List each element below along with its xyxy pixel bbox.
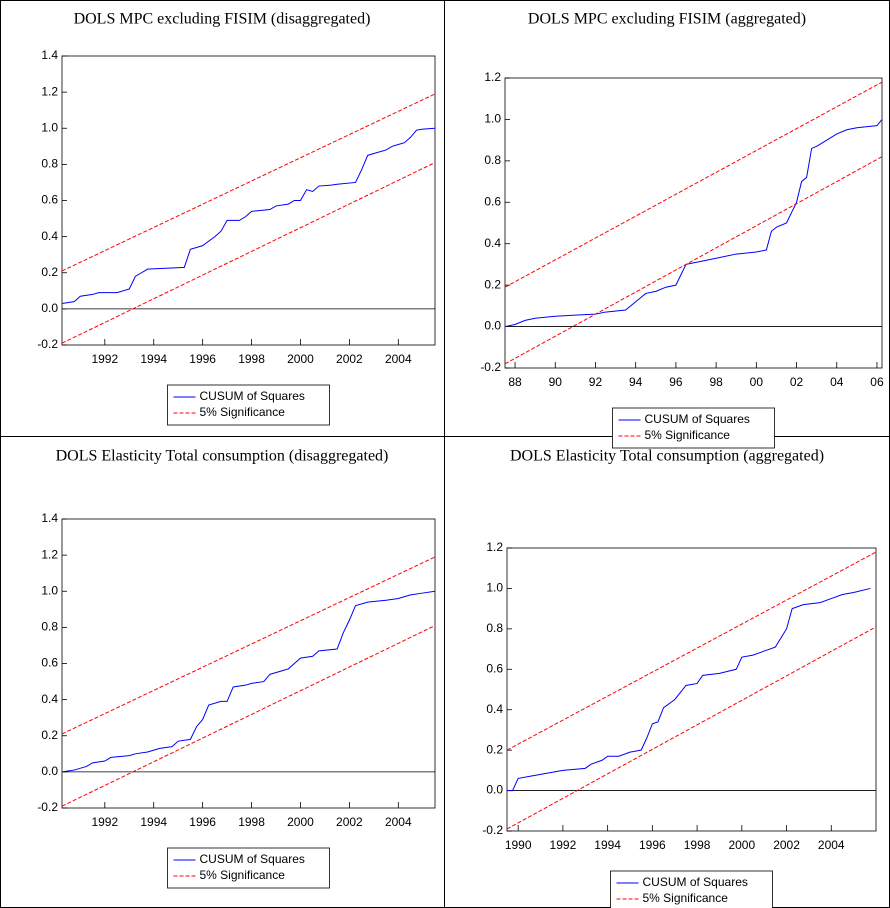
y-tick-label: -0.2 [37, 337, 58, 351]
y-tick-label: 1.0 [41, 120, 58, 134]
x-tick-label: 1994 [140, 352, 167, 366]
y-tick-label: 0.0 [484, 319, 501, 333]
y-tick-label: 0.2 [41, 265, 58, 279]
y-tick-label: 0.6 [41, 193, 58, 207]
y-tick-label: 0.0 [41, 301, 58, 315]
x-tick-label: 2002 [773, 838, 800, 852]
legend-label: 5% Significance [643, 891, 729, 905]
y-tick-label: 0.6 [41, 656, 58, 670]
chart-title: DOLS Elasticity Total consumption (aggre… [510, 448, 824, 465]
legend-label: 5% Significance [200, 868, 286, 882]
y-tick-label: -0.2 [480, 360, 501, 374]
x-tick-label: 06 [870, 375, 884, 389]
x-tick-label: 1992 [91, 352, 118, 366]
legend-box [167, 384, 330, 426]
y-tick-label: 1.4 [41, 48, 58, 62]
plot-frame [61, 55, 436, 346]
x-tick-label: 2000 [287, 352, 314, 366]
series-line [61, 590, 436, 773]
legend-label: CUSUM of Squares [200, 852, 305, 866]
chart-title: DOLS MPC excluding FISIM (aggregated) [528, 11, 806, 28]
legend-box [610, 870, 773, 908]
x-tick-label: 04 [830, 375, 844, 389]
y-tick-label: 1.2 [41, 84, 58, 98]
y-tick-label: -0.2 [37, 800, 58, 814]
y-tick-label: 1.0 [484, 112, 501, 126]
x-tick-label: 1998 [238, 352, 265, 366]
legend-label: CUSUM of Squares [645, 412, 750, 426]
y-tick-label: 0.6 [486, 661, 503, 675]
x-tick-label: 1998 [238, 815, 265, 829]
y-tick-label: 0.2 [41, 728, 58, 742]
x-tick-label: 2004 [818, 838, 845, 852]
y-tick-label: 0.4 [41, 692, 58, 706]
x-tick-label: 1996 [639, 838, 666, 852]
x-tick-label: 2002 [336, 352, 363, 366]
bound-line [504, 81, 883, 288]
y-tick-label: 0.8 [484, 153, 501, 167]
y-tick-label: 0.4 [484, 236, 501, 250]
y-tick-label: -0.2 [482, 823, 503, 837]
legend-box [167, 847, 330, 889]
x-tick-label: 2002 [336, 815, 363, 829]
x-tick-label: 2004 [385, 352, 412, 366]
legend-label: CUSUM of Squares [643, 875, 748, 889]
y-tick-label: 0.8 [486, 621, 503, 635]
bound-line [61, 625, 436, 807]
x-tick-label: 90 [549, 375, 563, 389]
x-tick-label: 88 [508, 375, 522, 389]
x-tick-label: 94 [629, 375, 643, 389]
plot-frame [61, 518, 436, 809]
y-tick-label: 1.0 [486, 581, 503, 595]
x-tick-label: 1992 [91, 815, 118, 829]
bound-line [61, 162, 436, 344]
plot-frame [506, 547, 877, 832]
bound-line [61, 93, 436, 272]
chart-title: DOLS Elasticity Total consumption (disag… [56, 448, 389, 465]
y-tick-label: 1.2 [486, 540, 503, 554]
x-tick-label: 2000 [728, 838, 755, 852]
x-tick-label: 00 [750, 375, 764, 389]
series-line [504, 119, 883, 328]
y-tick-label: 0.2 [486, 742, 503, 756]
legend-box [612, 407, 775, 449]
x-tick-label: 1994 [140, 815, 167, 829]
x-tick-label: 2004 [385, 815, 412, 829]
y-tick-label: 0.4 [486, 702, 503, 716]
x-tick-label: 96 [669, 375, 683, 389]
legend-label: 5% Significance [200, 405, 286, 419]
series-line [61, 127, 436, 304]
y-tick-label: 0.6 [484, 194, 501, 208]
bound-line [506, 626, 877, 830]
x-tick-label: 1998 [684, 838, 711, 852]
x-tick-label: 1994 [594, 838, 621, 852]
y-tick-label: 0.8 [41, 157, 58, 171]
y-tick-label: 0.2 [484, 277, 501, 291]
y-tick-label: 0.8 [41, 620, 58, 634]
bound-line [61, 556, 436, 735]
x-tick-label: 02 [790, 375, 804, 389]
y-tick-label: 1.4 [41, 511, 58, 525]
y-tick-label: 0.0 [41, 764, 58, 778]
y-tick-label: 0.4 [41, 229, 58, 243]
bound-line [504, 156, 883, 365]
x-tick-label: 1992 [550, 838, 577, 852]
y-tick-label: 1.0 [41, 583, 58, 597]
series-line [507, 587, 871, 792]
y-tick-label: 0.0 [486, 783, 503, 797]
x-tick-label: 1990 [505, 838, 532, 852]
y-tick-label: 1.2 [41, 547, 58, 561]
legend-label: 5% Significance [645, 428, 731, 442]
x-tick-label: 2000 [287, 815, 314, 829]
y-tick-label: 1.2 [484, 70, 501, 84]
x-tick-label: 92 [589, 375, 603, 389]
plot-frame [504, 77, 883, 369]
chart-title: DOLS MPC excluding FISIM (disaggregated) [74, 11, 371, 28]
x-tick-label: 1996 [189, 815, 216, 829]
x-tick-label: 98 [709, 375, 723, 389]
x-tick-label: 1996 [189, 352, 216, 366]
legend-label: CUSUM of Squares [200, 389, 305, 403]
bound-line [506, 551, 877, 751]
